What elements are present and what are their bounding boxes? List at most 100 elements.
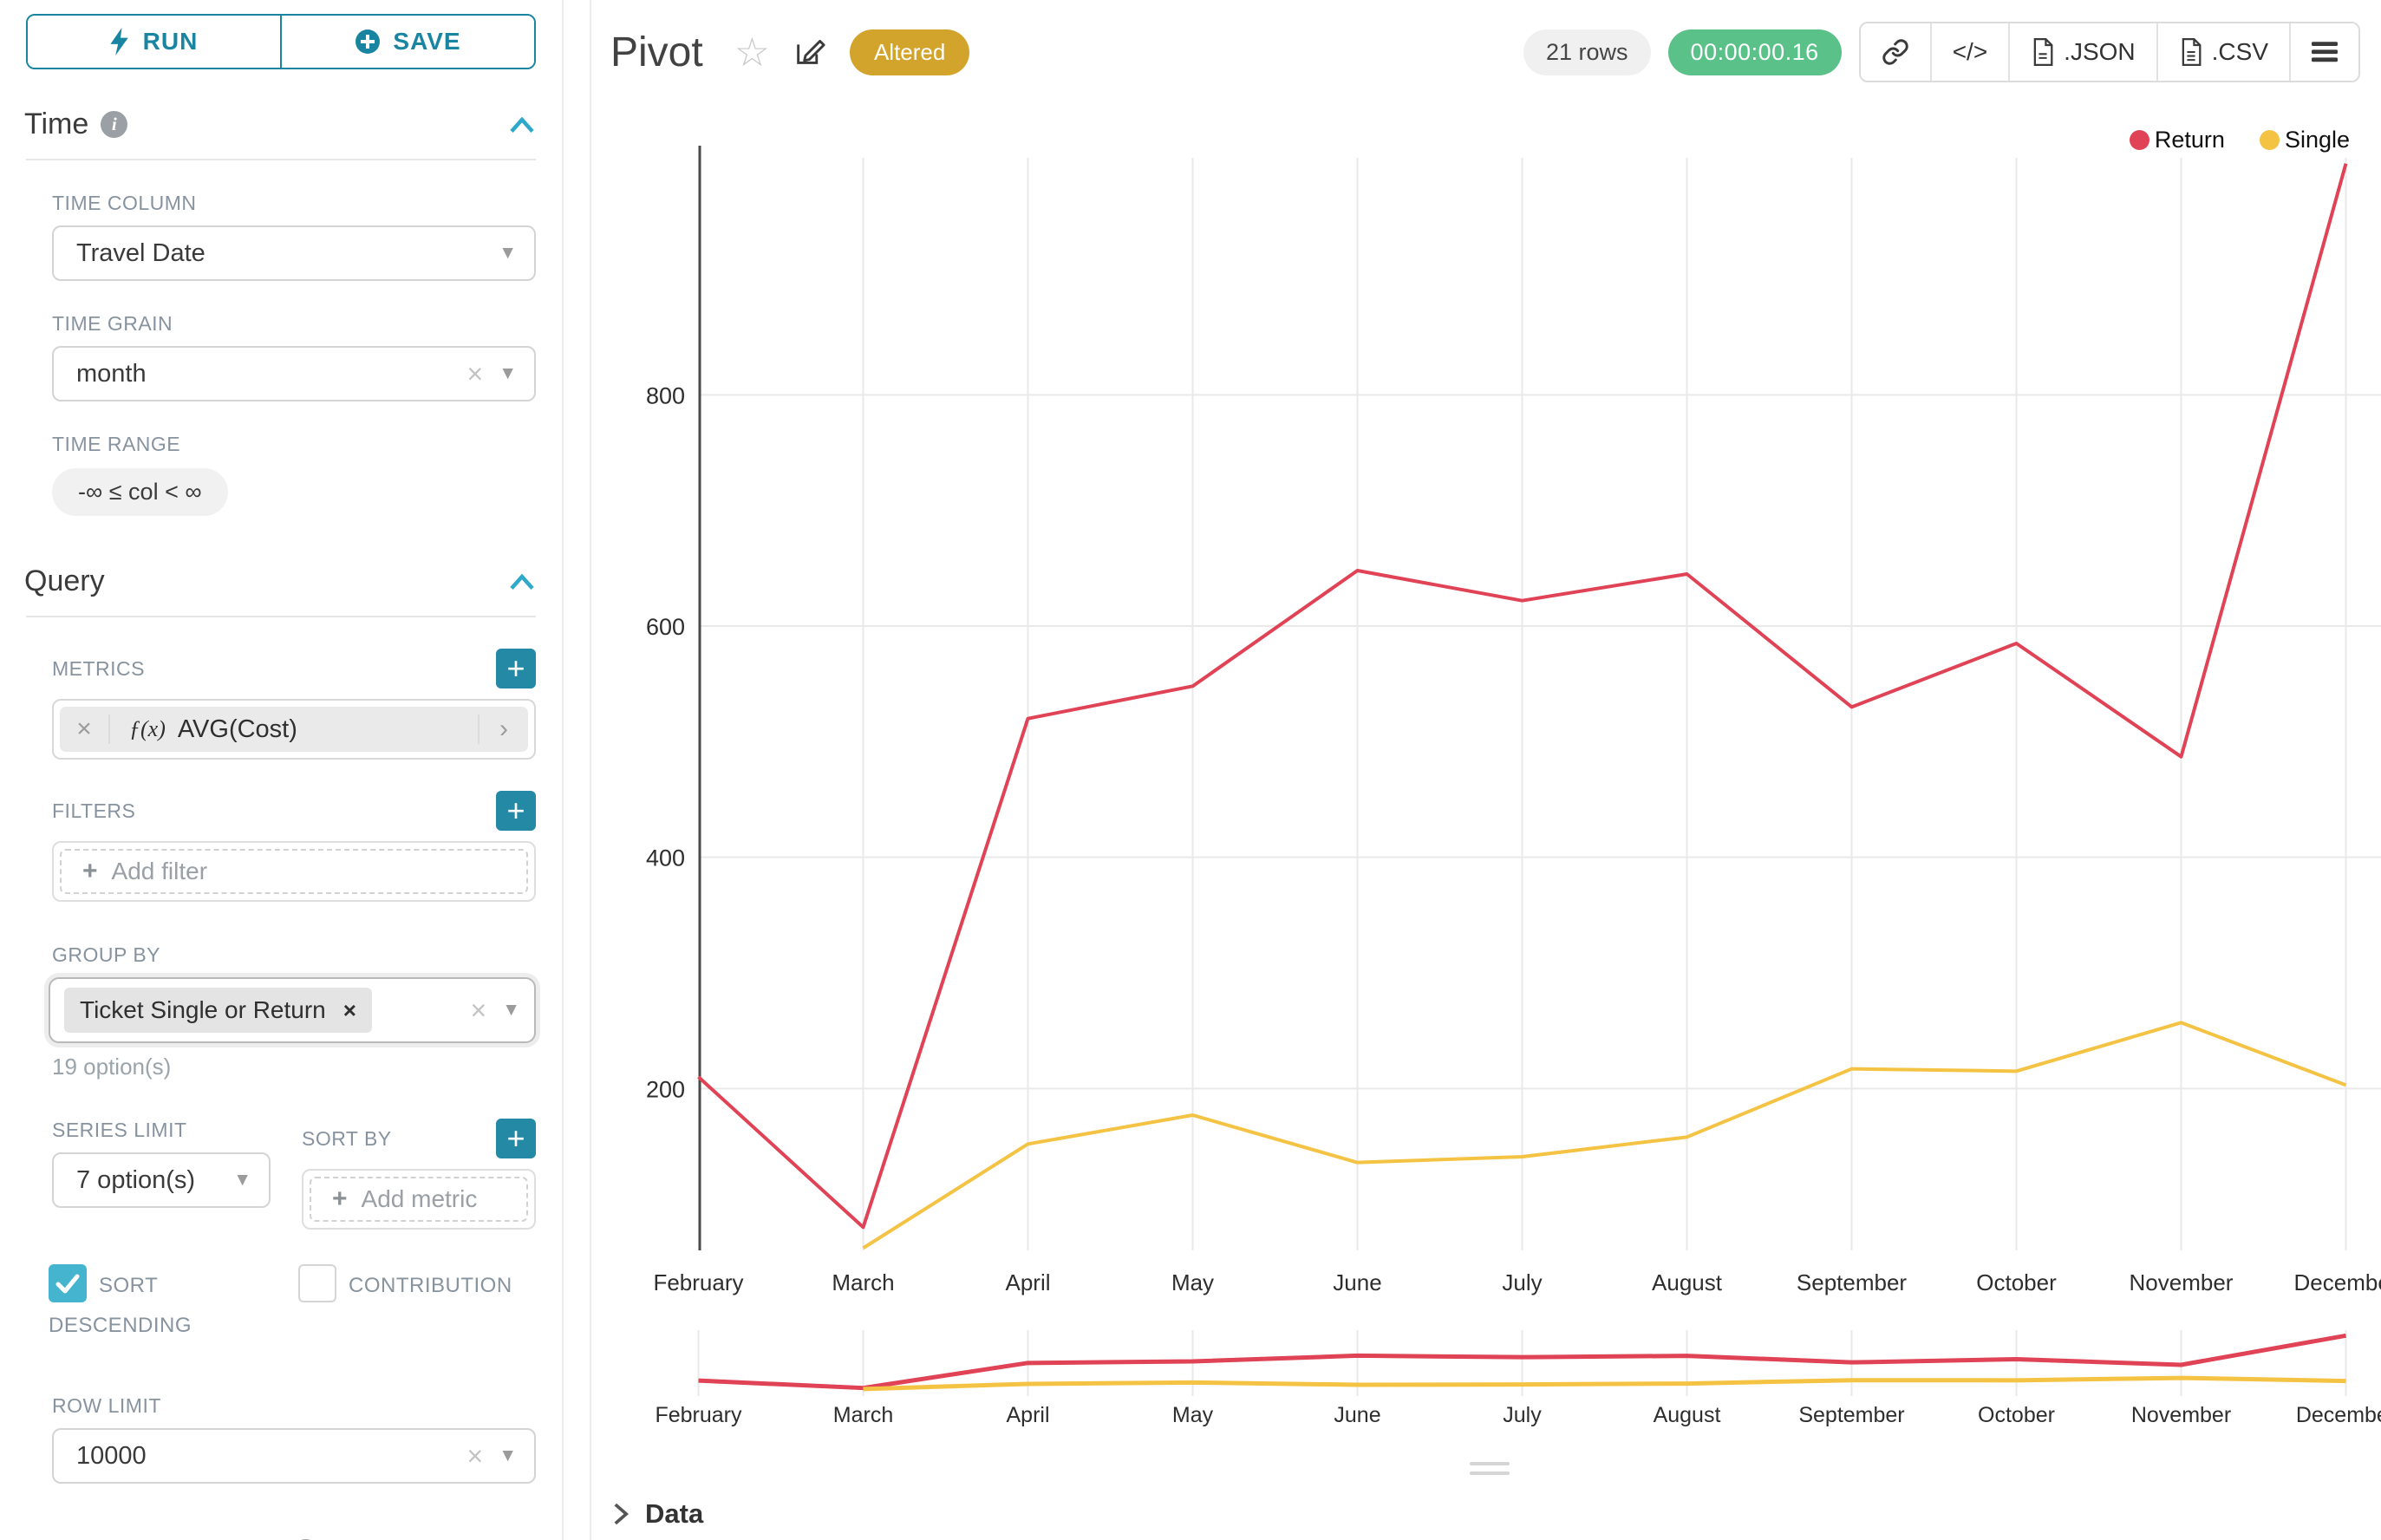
add-filter-dropzone[interactable]: + Add filter	[60, 849, 528, 894]
series-line-return	[697, 163, 2348, 1230]
clear-icon[interactable]: ×	[470, 994, 487, 1026]
export-csv-button[interactable]: .CSV	[2156, 23, 2289, 81]
svg-text:October: October	[1978, 1403, 2055, 1427]
chevron-right-icon[interactable]: ›	[478, 715, 528, 744]
svg-text:February: February	[653, 1269, 743, 1295]
favorite-star-icon[interactable]: ☆	[734, 29, 770, 75]
add-metric-dropzone[interactable]: + Add metric	[310, 1177, 528, 1222]
time-column-label: TIME COLUMN	[52, 192, 197, 214]
row-count-badge: 21 rows	[1523, 29, 1651, 75]
time-range-pill[interactable]: -∞ ≤ col < ∞	[52, 468, 228, 516]
chevron-down-icon: ▼	[499, 363, 517, 383]
chevron-up-icon[interactable]	[508, 116, 536, 133]
hamburger-icon	[2312, 42, 2338, 62]
chevron-down-icon: ▼	[502, 1000, 520, 1020]
svg-text:November: November	[2130, 1269, 2234, 1295]
altered-badge[interactable]: Altered	[849, 29, 970, 75]
group-by-tag[interactable]: Ticket Single or Return ×	[64, 988, 372, 1033]
line-chart-svg: 200 400 600 800 February March April May June Jul…	[646, 146, 2381, 1295]
legend-item-return[interactable]: Return	[2129, 127, 2225, 153]
legend-label: Single	[2284, 127, 2350, 153]
save-button[interactable]: SAVE	[280, 16, 534, 68]
export-json-button[interactable]: .JSON	[2008, 23, 2156, 81]
share-link-button[interactable]	[1860, 23, 1930, 81]
resize-handle[interactable]	[1470, 1462, 1510, 1481]
metrics-label-row: METRICS +	[52, 649, 536, 688]
filters-label-row: FILTERS +	[52, 791, 536, 831]
query-section-title: Query	[24, 564, 105, 597]
time-column-value: Travel Date	[76, 238, 205, 267]
svg-text:July: July	[1503, 1403, 1542, 1427]
svg-text:August: August	[1654, 1403, 1721, 1427]
metric-pill[interactable]: × ƒ(x) AVG(Cost) ›	[60, 707, 528, 752]
navigator-line-return	[698, 1333, 2346, 1391]
bolt-icon	[110, 28, 128, 55]
clear-icon[interactable]: ×	[466, 1439, 484, 1471]
clear-icon[interactable]: ×	[466, 357, 484, 389]
info-icon[interactable]: i	[101, 111, 128, 138]
series-limit-value: 7 option(s)	[76, 1165, 196, 1194]
add-metric-plus-button[interactable]: +	[496, 649, 536, 688]
file-json-icon	[2033, 38, 2053, 66]
svg-text:400: 400	[646, 845, 685, 871]
query-section-header: Query	[24, 564, 536, 598]
legend-item-single[interactable]: Single	[2259, 127, 2350, 153]
contribution-checkbox[interactable]	[298, 1264, 336, 1302]
time-section-title: Time	[24, 108, 89, 140]
control-panel: RUN SAVE Time i TIME COLUMN Travel Date …	[0, 0, 564, 1540]
chevron-up-icon[interactable]	[508, 573, 536, 590]
remove-metric-icon[interactable]: ×	[60, 715, 110, 744]
options-hint: 19 option(s)	[52, 1054, 172, 1080]
plus-icon: +	[82, 857, 98, 885]
embed-code-button[interactable]: </>	[1929, 23, 2009, 81]
run-button[interactable]: RUN	[28, 16, 280, 68]
series-line-single	[862, 1021, 2347, 1250]
svg-text:March: March	[833, 1403, 893, 1427]
export-csv-label: .CSV	[2211, 38, 2268, 65]
time-column-select[interactable]: Travel Date ▼	[52, 225, 536, 281]
svg-text:August: August	[1652, 1269, 1723, 1295]
row-limit-select[interactable]: 10000 × ▼	[52, 1428, 536, 1484]
svg-text:200: 200	[646, 1076, 685, 1102]
row-limit-value: 10000	[76, 1441, 147, 1470]
code-icon: </>	[1952, 38, 1988, 65]
sort-by-label-row: SORT BY +	[302, 1119, 536, 1158]
remove-tag-icon[interactable]: ×	[342, 996, 356, 1023]
plus-circle-icon	[356, 29, 381, 54]
svg-text:February: February	[655, 1403, 742, 1427]
chart-header: Pivot ☆ Altered 21 rows 00:00:00.16 </> …	[591, 0, 2381, 104]
group-by-select[interactable]: Ticket Single or Return × × ▼	[49, 977, 536, 1043]
data-panel-header[interactable]: Data	[591, 1488, 2381, 1540]
metrics-container: × ƒ(x) AVG(Cost) ›	[52, 699, 536, 760]
filters-container: + Add filter	[52, 841, 536, 902]
svg-text:600: 600	[646, 614, 685, 640]
time-grain-value: month	[76, 359, 147, 388]
svg-text:September: September	[1798, 1403, 1904, 1427]
time-grain-select[interactable]: month × ▼	[52, 346, 536, 401]
add-sort-metric-plus-button[interactable]: +	[496, 1119, 536, 1158]
add-filter-plus-button[interactable]: +	[496, 791, 536, 831]
chevron-down-icon: ▼	[499, 243, 517, 263]
run-save-toolbar: RUN SAVE	[26, 14, 536, 69]
svg-text:July: July	[1502, 1269, 1542, 1295]
svg-text:May: May	[1172, 1403, 1214, 1427]
contribution-label: CONTRIBUTION	[349, 1274, 512, 1297]
add-filter-label: Add filter	[111, 858, 208, 884]
chart-navigator[interactable]: February March April May June July August Septe…	[591, 1325, 2381, 1455]
file-csv-icon	[2182, 38, 2202, 66]
group-by-label: GROUP BY	[52, 943, 160, 966]
legend-dot-icon	[2259, 130, 2280, 150]
save-label: SAVE	[393, 28, 461, 55]
menu-button[interactable]	[2289, 23, 2358, 81]
svg-text:December: December	[2296, 1403, 2381, 1427]
sort-descending-checkbox[interactable]	[49, 1264, 87, 1302]
metric-name: AVG(Cost)	[177, 715, 297, 743]
run-label: RUN	[142, 28, 199, 55]
metrics-label: METRICS	[52, 656, 145, 680]
svg-text:May: May	[1171, 1269, 1214, 1295]
svg-text:April: April	[1006, 1403, 1049, 1427]
line-chart: 200 400 600 800 February March April May June Jul…	[591, 121, 2381, 1308]
legend-label: Return	[2154, 127, 2225, 153]
series-limit-select[interactable]: 7 option(s) ▼	[52, 1152, 271, 1208]
edit-icon[interactable]	[793, 33, 827, 72]
